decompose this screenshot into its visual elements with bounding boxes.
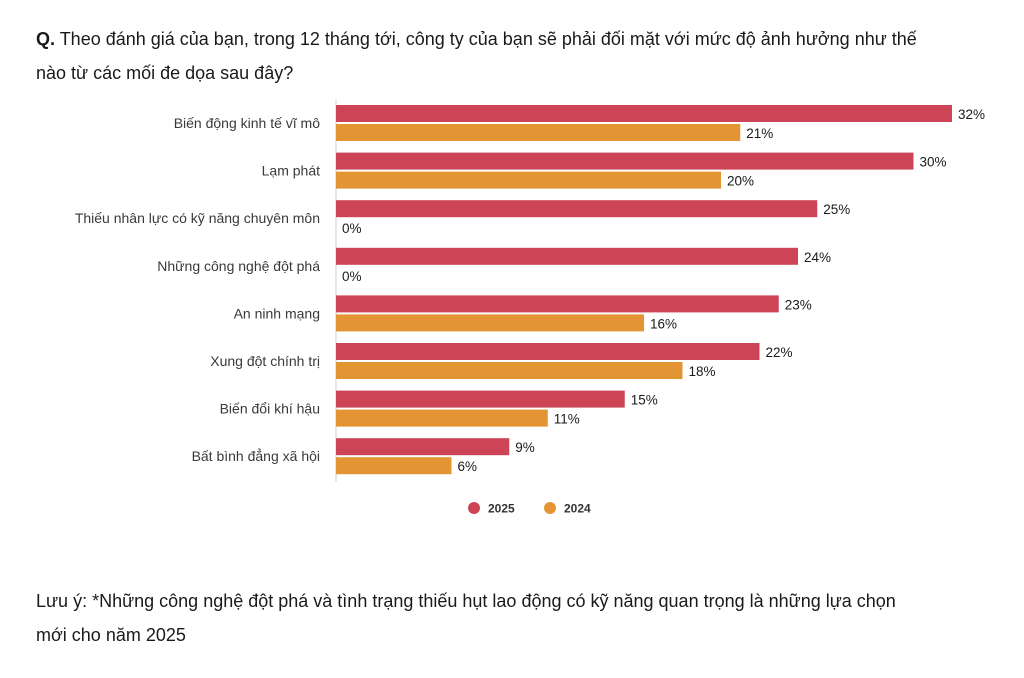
value-label-2024: 16% [650, 316, 677, 331]
category-label: Xung đột chính trị [210, 353, 320, 369]
category-label: Thiếu nhân lực có kỹ năng chuyên môn [75, 210, 320, 226]
category-label: Những công nghệ đột phá [157, 258, 320, 274]
legend-label-2024: 2024 [564, 502, 591, 516]
value-label-2024: 0% [342, 269, 362, 284]
value-label-2024: 18% [689, 364, 716, 379]
bar-2024 [336, 124, 741, 141]
value-label-2025: 22% [766, 345, 793, 360]
value-label-2024: 0% [342, 221, 362, 236]
value-label-2024: 20% [727, 174, 754, 189]
bar-2024 [336, 362, 683, 379]
bar-2025 [336, 247, 798, 265]
bar-2024 [336, 409, 548, 427]
bar-2024 [336, 171, 721, 189]
value-label-2025: 23% [785, 297, 812, 312]
value-label-2024: 6% [458, 459, 478, 474]
category-label: Biến đổi khí hậu [220, 401, 320, 417]
value-label-2025: 32% [958, 107, 985, 122]
bar-2025 [336, 390, 625, 408]
value-label-2025: 9% [515, 440, 535, 455]
legend-marker-2024 [544, 502, 556, 514]
category-label: Biến động kinh tế vĩ mô [174, 115, 321, 131]
question-body: Theo đánh giá của bạn, trong 12 tháng tớ… [36, 29, 917, 83]
bar-2024 [336, 314, 644, 332]
bar-2024 [336, 457, 452, 475]
bar-chart: Biến động kinh tế vĩ mô 32% 21% Lạm phát 30%… [75, 99, 985, 516]
category-label: Bất bình đẳng xã hội [192, 447, 320, 464]
category-label: Lạm phát [262, 163, 320, 179]
bar-2025 [336, 200, 818, 218]
legend-marker-2025 [468, 502, 480, 514]
question-text: Q. Theo đánh giá của bạn, trong 12 tháng… [36, 22, 936, 90]
bar-2025 [336, 152, 914, 170]
bar-2025 [336, 105, 952, 122]
value-label-2025: 24% [804, 250, 831, 265]
bar-2025 [336, 295, 779, 313]
value-label-2024: 11% [554, 412, 580, 427]
value-label-2025: 25% [823, 202, 850, 217]
bar-2025 [336, 343, 760, 360]
question-prefix: Q. [36, 29, 56, 49]
value-label-2025: 15% [631, 393, 658, 408]
value-label-2024: 21% [746, 126, 773, 141]
value-label-2025: 30% [920, 155, 947, 170]
legend-label-2025: 2025 [488, 502, 515, 516]
footnote: Lưu ý: *Những công nghệ đột phá và tình … [36, 591, 896, 645]
category-label: An ninh mạng [234, 305, 320, 321]
bar-2025 [336, 438, 510, 456]
